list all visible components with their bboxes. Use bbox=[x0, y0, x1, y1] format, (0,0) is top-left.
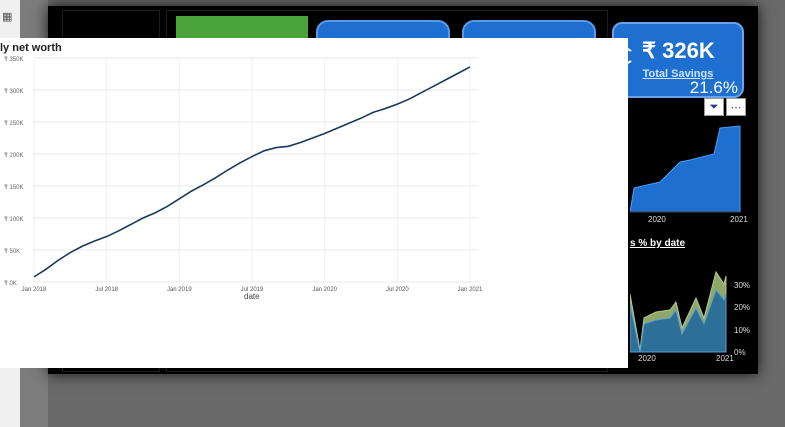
mini-bottom-x-0: 2020 bbox=[638, 354, 656, 363]
series-1-area bbox=[629, 288, 727, 353]
kpi-card-total-savings[interactable]: ₹ 326K Total Savings 21.6% bbox=[612, 22, 744, 98]
y-tick-label: ₹ 100K bbox=[4, 216, 24, 223]
y-tick-label: ₹ 200K bbox=[4, 152, 24, 159]
table-view-icon[interactable]: ▦ bbox=[2, 10, 13, 23]
x-tick-label: Jul 2020 bbox=[386, 287, 409, 293]
mini-bottom-y-0: 30% bbox=[734, 281, 751, 290]
x-tick-label: Jan 2019 bbox=[167, 287, 192, 293]
y-tick-label: ₹ 350K bbox=[4, 56, 24, 63]
mini-area-chart-bottom-svg bbox=[629, 270, 727, 353]
x-tick-label: Jul 2019 bbox=[241, 287, 264, 293]
more-options-icon[interactable]: ⋯ bbox=[726, 98, 746, 116]
mini-area-chart-top bbox=[629, 116, 750, 226]
mini-area-chart-top-svg bbox=[629, 125, 741, 213]
mini-chart-title: s % by date bbox=[630, 238, 686, 249]
y-tick-label: ₹ 0K bbox=[4, 280, 17, 287]
filter-icon[interactable]: ⏷ bbox=[704, 98, 724, 116]
net-worth-series-line[interactable] bbox=[33, 66, 471, 278]
x-tick-label: Jan 2018 bbox=[22, 287, 47, 293]
mini-bottom-x-1: 2021 bbox=[716, 354, 734, 363]
mini-bottom-y-1: 20% bbox=[734, 303, 751, 312]
chart-title: ly net worth bbox=[0, 42, 62, 54]
x-tick-label: Jan 2020 bbox=[312, 287, 337, 293]
x-axis-label: date bbox=[244, 292, 260, 301]
mini-top-tick-1: 2021 bbox=[730, 215, 748, 224]
kpi-label[interactable]: Total Savings bbox=[642, 68, 714, 80]
mini-bottom-y-2: 10% bbox=[734, 326, 751, 335]
net-worth-line-chart: ₹ 0K ₹ 50K ₹ 100K ₹ 150K ₹ 200K ₹ 250K ₹ 300K ₹… bbox=[4, 56, 483, 293]
kpi-value: ₹ 326K bbox=[642, 38, 715, 63]
y-tick-label: ₹ 300K bbox=[4, 88, 24, 95]
y-tick-label: ₹ 250K bbox=[4, 120, 24, 127]
mini-bottom-y-3: 0% bbox=[734, 348, 746, 357]
area-series bbox=[629, 125, 741, 213]
kpi-percent: 21.6% bbox=[689, 78, 738, 97]
mini-area-chart-bottom bbox=[629, 254, 730, 354]
x-tick-label: Jul 2018 bbox=[95, 287, 118, 293]
x-tick-label: Jan 2021 bbox=[458, 287, 483, 293]
y-tick-label: ₹ 50K bbox=[4, 248, 20, 255]
mini-top-tick-0: 2020 bbox=[648, 215, 666, 224]
focus-mode-chart-panel bbox=[0, 38, 628, 368]
y-tick-label: ₹ 150K bbox=[4, 184, 24, 191]
